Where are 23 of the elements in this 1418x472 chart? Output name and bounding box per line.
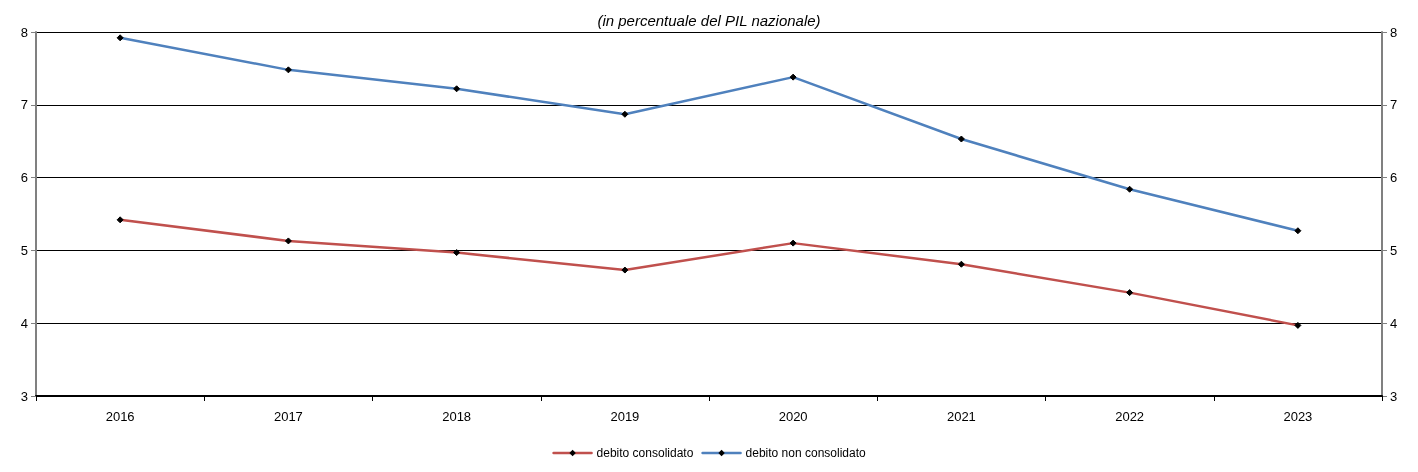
y2-tick-label: 6 bbox=[1390, 170, 1398, 186]
legend-label: debito consolidato bbox=[596, 446, 694, 460]
y2-tick-label: 5 bbox=[1390, 242, 1398, 258]
x-tick-label: 2022 bbox=[1115, 409, 1145, 424]
y2-tick-label: 8 bbox=[1390, 24, 1398, 40]
x-tick-label: 2017 bbox=[273, 409, 303, 424]
x-tick-label: 2018 bbox=[442, 409, 472, 424]
x-tick-label: 2021 bbox=[946, 409, 976, 424]
legend-label: debito non consolidato bbox=[745, 446, 866, 460]
y-tick-label: 6 bbox=[20, 170, 28, 186]
y-tick-label: 4 bbox=[20, 315, 28, 331]
x-tick-label: 2016 bbox=[105, 409, 135, 424]
x-tick-label: 2020 bbox=[778, 409, 808, 424]
x-tick-label: 2019 bbox=[610, 409, 640, 424]
y-tick-label: 5 bbox=[20, 242, 28, 258]
y2-tick-label: 4 bbox=[1390, 315, 1398, 331]
y-tick-label: 8 bbox=[20, 24, 28, 40]
y-tick-label: 7 bbox=[20, 97, 28, 113]
chart-subtitle: (in percentuale del PIL nazionale) bbox=[597, 12, 821, 29]
x-tick-label: 2023 bbox=[1283, 409, 1313, 424]
y2-tick-label: 7 bbox=[1390, 97, 1398, 113]
y2-tick-label: 3 bbox=[1390, 388, 1398, 404]
y-tick-label: 3 bbox=[20, 388, 28, 404]
